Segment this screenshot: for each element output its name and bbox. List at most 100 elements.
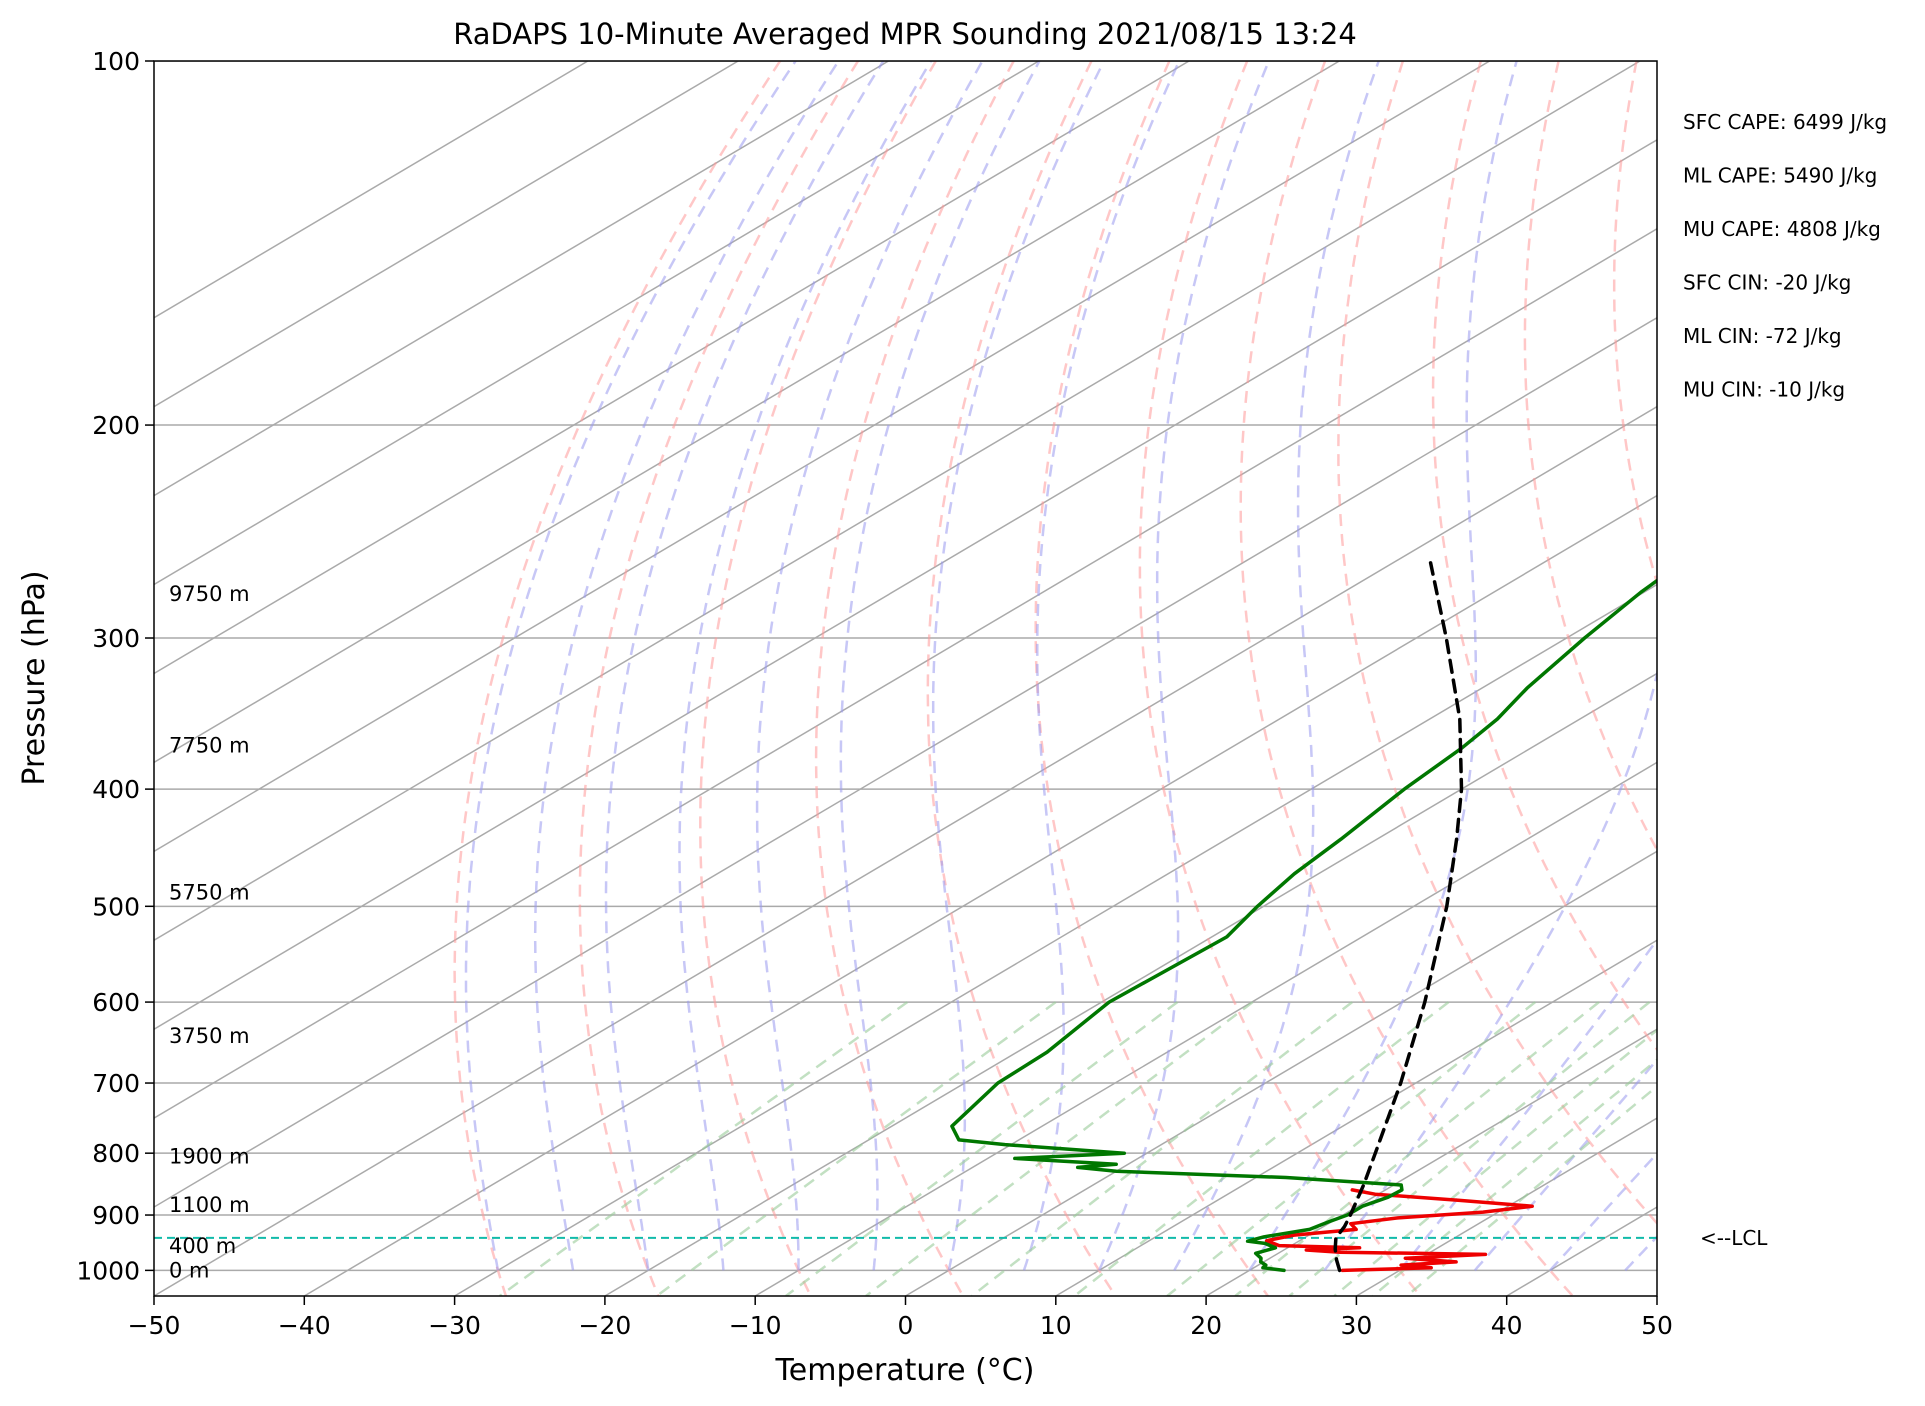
isotherm-line — [154, 138, 1657, 1031]
isotherm-line — [905, 850, 1657, 1296]
isotherm-line — [1656, 1295, 1657, 1296]
x-tick-label: 40 — [1491, 1311, 1523, 1340]
isotherm-line — [754, 761, 1657, 1296]
isotherm-line — [303, 494, 1657, 1296]
y-tick-label: 400 — [92, 775, 140, 804]
x-tick-label: −10 — [729, 1311, 782, 1340]
y-tick-label: 100 — [92, 47, 140, 76]
temperature-series-line — [1264, 1188, 1534, 1273]
isotherm-line — [154, 61, 889, 497]
moist-adiabat-line — [839, 61, 1041, 1271]
isotherm-line — [1205, 1028, 1657, 1296]
mixing-ratio-line — [1405, 1084, 1657, 1296]
y-tick-label: 500 — [92, 892, 140, 921]
x-tick-label: −30 — [428, 1311, 481, 1340]
x-tick-label: 50 — [1641, 1311, 1673, 1340]
x-tick-label: −20 — [579, 1311, 632, 1340]
y-tick-label: 700 — [92, 1069, 140, 1098]
height-label: 5750 m — [169, 880, 250, 904]
index-label: ML CIN: -72 J/kg — [1683, 324, 1842, 348]
y-tick-label: 300 — [92, 624, 140, 653]
height-label: 1100 m — [169, 1193, 250, 1217]
mixing-ratio-line — [1333, 1028, 1657, 1296]
x-tick-label: 30 — [1340, 1311, 1372, 1340]
isotherm-line — [154, 316, 1657, 1208]
isotherm-line — [154, 61, 1190, 675]
moist-adiabat-line — [604, 61, 885, 1271]
height-label: 7750 m — [169, 733, 250, 757]
lcl-label: <--LCL — [1700, 1226, 1768, 1250]
index-label: ML CAPE: 5490 J/kg — [1683, 164, 1877, 188]
parcel-series-line — [1333, 561, 1464, 1273]
dry-adiabat-line — [926, 61, 1117, 1296]
height-label: 400 m — [169, 1234, 236, 1258]
chart-title: RaDAPS 10-Minute Averaged MPR Sounding 2… — [453, 17, 1357, 51]
height-label: 9750 m — [169, 582, 250, 606]
index-label: SFC CIN: -20 J/kg — [1683, 271, 1851, 295]
dry-adiabat-line — [1612, 61, 1657, 588]
mixing-ratio-line — [971, 1001, 1353, 1296]
moist-adiabat-line — [1022, 61, 1181, 1271]
isotherm-line — [604, 672, 1657, 1296]
moist-adiabat-line — [464, 61, 797, 1271]
height-label: 0 m — [169, 1258, 210, 1282]
y-tick-label: 600 — [92, 988, 140, 1017]
mixing-ratio-line — [785, 1001, 1179, 1296]
x-tick-label: 10 — [1040, 1311, 1072, 1340]
moist-adiabat-line — [1097, 61, 1270, 1271]
dry-adiabat-line — [1239, 61, 1574, 1296]
isotherm-line — [154, 61, 589, 319]
moist-adiabat-line — [533, 61, 840, 1271]
moist-adiabat-line — [755, 61, 984, 1271]
mixing-ratio-line — [498, 1001, 909, 1296]
dry-adiabat-line — [1785, 61, 1925, 1296]
dry-adiabat-line — [1701, 61, 1925, 1296]
dry-adiabat-line — [1034, 61, 1269, 1296]
dewpoint-series-line — [950, 578, 1657, 1273]
dry-adiabat-line — [453, 61, 782, 1296]
height-label: 3750 m — [169, 1024, 250, 1048]
moist-adiabat-line — [1473, 1057, 1657, 1272]
y-tick-label: 800 — [92, 1139, 140, 1168]
isotherm-line — [154, 405, 1657, 1296]
moist-adiabat-line — [678, 61, 932, 1271]
dry-adiabat-line — [1138, 61, 1422, 1296]
dry-adiabat-line — [699, 61, 937, 1296]
dry-adiabat-line — [1337, 61, 1657, 1226]
x-tick-label: 20 — [1190, 1311, 1222, 1340]
background-lines — [154, 61, 1925, 1296]
y-tick-label: 1000 — [76, 1256, 140, 1285]
x-tick-label: −50 — [128, 1311, 181, 1340]
profile-lines — [154, 561, 1657, 1273]
x-axis-label: Temperature (°C) — [775, 1353, 1035, 1388]
y-axis-label: Pressure (hPa) — [17, 570, 52, 785]
moist-adiabat-line — [1549, 1151, 1657, 1272]
index-label: MU CIN: -10 J/kg — [1683, 378, 1845, 402]
moist-adiabat-line — [931, 61, 1106, 1271]
index-label: MU CAPE: 4808 J/kg — [1683, 217, 1881, 241]
x-tick-label: 0 — [898, 1311, 914, 1340]
moist-adiabat-line — [1248, 61, 1518, 1272]
moist-adiabat-line — [1624, 1234, 1657, 1272]
isotherm-line — [154, 227, 1657, 1120]
height-label: 1900 m — [169, 1144, 250, 1168]
dry-adiabat-line — [1523, 61, 1657, 853]
dry-adiabat-line — [1868, 61, 1925, 1296]
dry-adiabat-line — [814, 61, 1015, 1296]
mixing-ratio-line — [1372, 1058, 1657, 1296]
moist-adiabat-line — [1323, 668, 1657, 1272]
isotherm-line — [154, 61, 1491, 853]
dry-adiabat-line — [1431, 61, 1657, 1052]
isotherm-line — [154, 61, 1040, 586]
isotherm-line — [154, 61, 1340, 764]
isotherm-line — [454, 583, 1657, 1296]
isotherm-line — [154, 61, 739, 408]
index-label: SFC CAPE: 6499 J/kg — [1683, 110, 1887, 134]
y-tick-label: 900 — [92, 1201, 140, 1230]
x-tick-label: −40 — [278, 1311, 331, 1340]
y-tick-label: 200 — [92, 411, 140, 440]
dry-adiabat-line — [578, 61, 860, 1296]
